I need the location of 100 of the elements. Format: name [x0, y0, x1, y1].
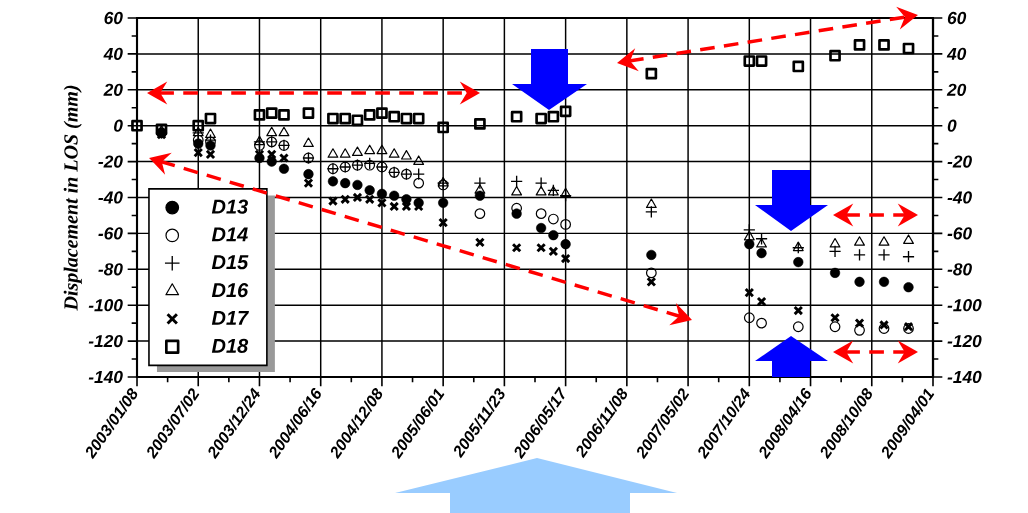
point	[266, 156, 277, 167]
point	[645, 267, 657, 279]
point	[743, 55, 756, 67]
point	[438, 217, 449, 228]
y2-tick-label: -140	[947, 370, 982, 384]
point	[253, 109, 266, 121]
point	[535, 112, 547, 125]
y-tick-label: -140	[88, 370, 123, 384]
point	[829, 237, 841, 248]
y-tick-label: 0	[114, 119, 123, 132]
point	[364, 144, 376, 155]
legend-label: D16	[211, 283, 249, 298]
point	[413, 155, 425, 165]
point	[302, 107, 315, 119]
point	[278, 126, 290, 137]
point	[755, 55, 768, 67]
point	[878, 236, 890, 246]
point	[755, 232, 768, 246]
point	[401, 194, 412, 205]
point	[853, 248, 866, 262]
point	[902, 42, 915, 55]
point	[412, 112, 425, 125]
point	[364, 185, 375, 196]
point	[792, 321, 804, 333]
point	[388, 110, 401, 123]
y-tick-label: -20	[98, 155, 123, 168]
point	[536, 222, 547, 234]
y2-tick-label: 0	[947, 119, 957, 132]
point	[438, 197, 449, 208]
point	[388, 148, 400, 158]
y-tick-label: -100	[88, 299, 123, 312]
point	[535, 208, 547, 220]
point	[363, 109, 376, 121]
point	[878, 276, 890, 287]
point	[352, 179, 363, 190]
point	[560, 187, 572, 198]
point	[645, 67, 658, 80]
y-tick-label: 60	[104, 11, 123, 25]
point	[878, 319, 890, 330]
point	[743, 312, 755, 324]
point	[854, 236, 865, 246]
point	[877, 248, 891, 262]
point	[400, 112, 413, 125]
point	[266, 149, 277, 160]
point	[474, 118, 486, 130]
point	[254, 140, 265, 151]
point	[376, 144, 388, 155]
point	[192, 119, 205, 132]
point	[854, 318, 865, 329]
y2-tick-label: 60	[947, 11, 967, 25]
point	[340, 194, 351, 205]
y2-tick-label: -120	[947, 334, 982, 348]
point	[829, 321, 841, 333]
point	[474, 237, 485, 248]
point	[339, 112, 352, 125]
point	[793, 305, 804, 316]
point	[548, 246, 559, 257]
point	[437, 121, 450, 134]
point	[792, 60, 805, 73]
point	[376, 197, 387, 208]
point	[266, 126, 278, 137]
point	[278, 152, 290, 164]
point	[303, 178, 314, 189]
point	[265, 107, 278, 119]
y2-tick-label: -60	[947, 227, 972, 240]
point	[278, 163, 290, 174]
point	[303, 137, 314, 148]
legend-label: D13	[211, 199, 248, 214]
point	[559, 105, 572, 118]
point	[400, 150, 412, 160]
point	[829, 312, 841, 323]
point	[327, 176, 339, 187]
point	[278, 109, 290, 121]
point	[389, 201, 400, 212]
y2-tick-label: -40	[947, 191, 972, 204]
y-tick-label: -80	[98, 263, 123, 276]
point	[744, 287, 755, 298]
point	[473, 176, 487, 190]
point	[205, 149, 216, 160]
point	[193, 147, 204, 158]
point	[352, 192, 363, 203]
point	[389, 190, 400, 201]
y2-tick-label: 40	[946, 47, 967, 61]
point	[547, 110, 560, 123]
y-tick-label: -60	[98, 227, 123, 240]
point	[756, 317, 767, 329]
point	[511, 242, 522, 253]
legend-label: D15	[211, 255, 249, 270]
point	[756, 248, 767, 259]
point	[205, 128, 216, 139]
y2-tick-label: -100	[947, 299, 982, 312]
point	[204, 112, 217, 125]
point	[474, 184, 486, 194]
point	[351, 146, 363, 157]
point	[646, 276, 657, 287]
legend-label: D14	[211, 227, 248, 242]
point	[902, 250, 915, 263]
point	[854, 324, 865, 336]
point	[413, 177, 425, 189]
point	[560, 253, 571, 264]
